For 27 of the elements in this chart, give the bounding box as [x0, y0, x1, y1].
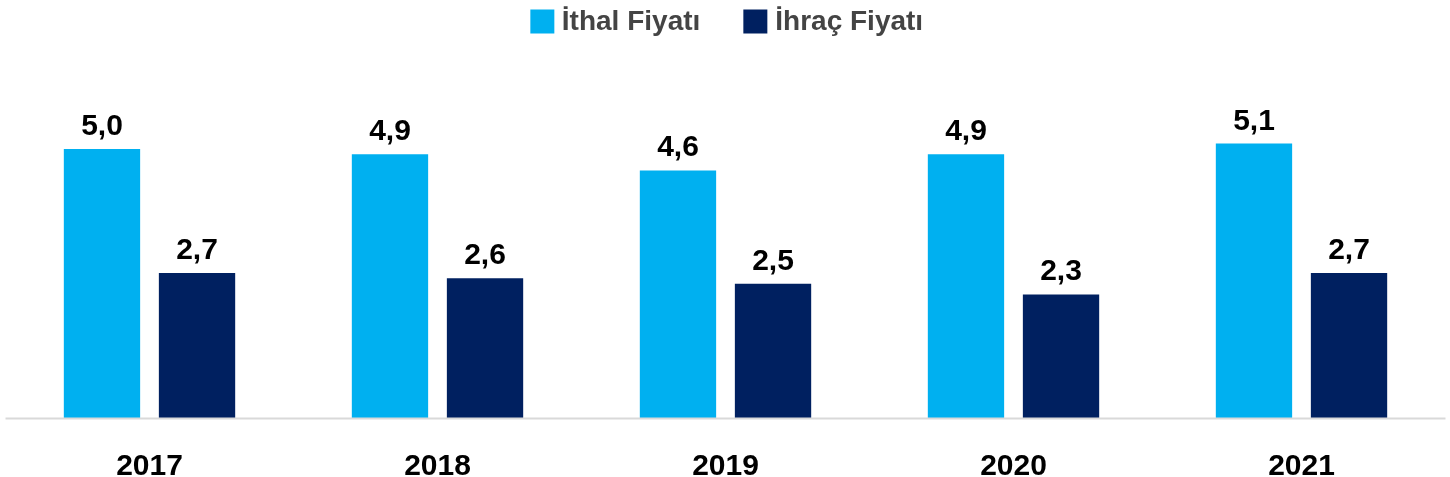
bar [734, 283, 812, 419]
bar [927, 154, 1005, 419]
legend-label: İthal Fiyatı [561, 5, 701, 37]
x-tick-label: 2020 [980, 447, 1047, 477]
data-label: 2,5 [752, 242, 794, 276]
data-label: 2,7 [176, 231, 218, 265]
data-label: 5,0 [81, 107, 123, 141]
data-label: 2,6 [464, 237, 506, 271]
data-label: 4,9 [369, 113, 411, 147]
bar [446, 278, 524, 419]
data-label: 4,9 [945, 113, 987, 147]
data-label: 2,7 [1328, 231, 1370, 265]
data-label: 5,1 [1233, 102, 1275, 136]
x-tick-label: 2019 [692, 447, 759, 477]
x-tick-label: 2018 [404, 447, 471, 477]
bar [1215, 143, 1293, 419]
x-tick-label: 2017 [116, 447, 183, 477]
legend-label: İhraç Fiyatı [775, 5, 924, 37]
bar [1022, 294, 1100, 419]
bar [639, 170, 717, 419]
bar [63, 148, 141, 419]
bar [351, 154, 429, 419]
data-label: 4,6 [657, 129, 699, 163]
data-label: 2,3 [1040, 253, 1082, 287]
x-tick-label: 2021 [1268, 447, 1335, 477]
bar [1310, 272, 1388, 419]
bar [158, 272, 236, 419]
